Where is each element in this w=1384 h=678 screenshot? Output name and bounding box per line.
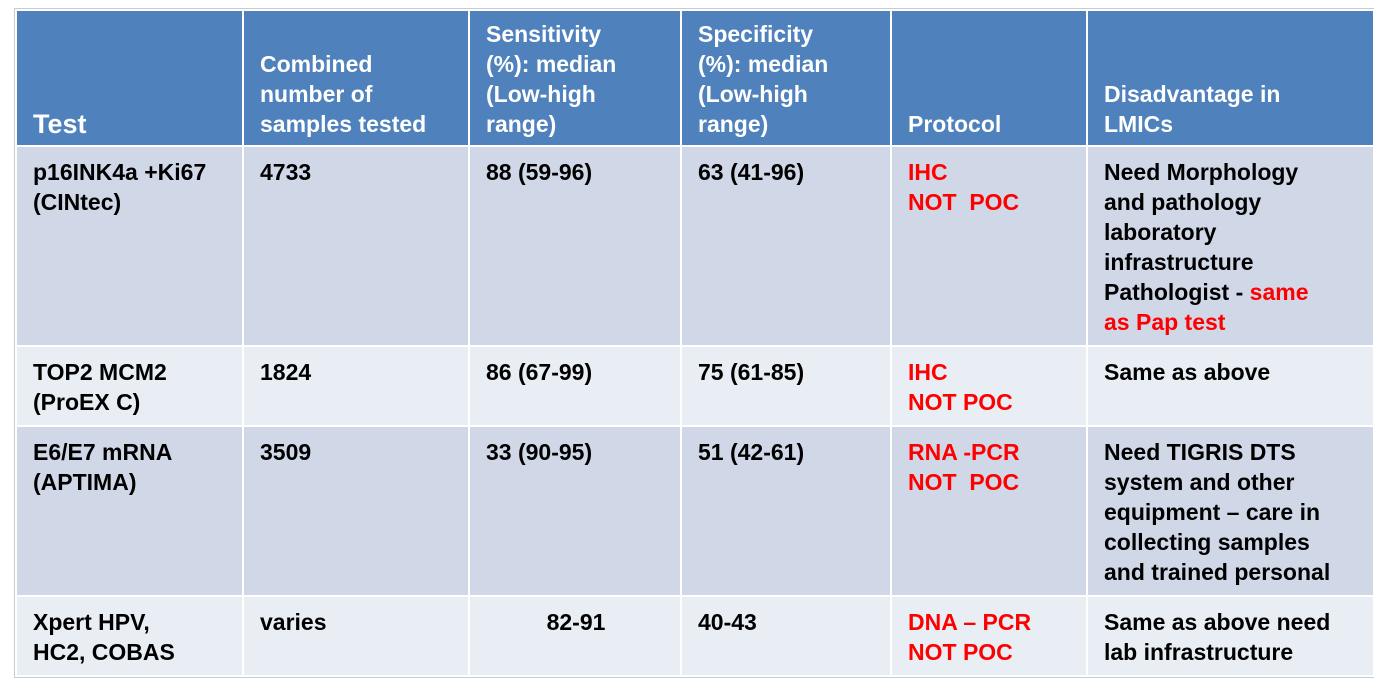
- test-name: Xpert HPV,: [33, 609, 150, 635]
- cell-samples: 4733: [242, 145, 470, 347]
- same-highlight: same: [1249, 279, 1309, 305]
- table-header-row: Test Combined number of samples tested S…: [15, 9, 1375, 147]
- cell-disadvantage: Same as above: [1086, 345, 1375, 427]
- disadvantage-line: laboratory: [1104, 219, 1217, 245]
- protocol-method: DNA – PCR: [908, 609, 1032, 635]
- protocol-method: IHC: [908, 159, 948, 185]
- disadvantage-line: system and other: [1104, 469, 1295, 495]
- disadvantage-line: infrastructure: [1104, 249, 1254, 275]
- protocol-poc-status: NOT POC: [908, 639, 1013, 665]
- header-disadvantage: Disadvantage in LMICs: [1086, 9, 1375, 147]
- table-row: E6/E7 mRNA (APTIMA) 3509 33 (90-95) 51 (…: [15, 425, 1375, 597]
- cell-protocol: DNA – PCR NOT POC: [890, 595, 1088, 677]
- header-protocol: Protocol: [890, 9, 1088, 147]
- cell-protocol: IHC NOT POC: [890, 345, 1088, 427]
- header-combined-samples: Combined number of samples tested: [242, 9, 470, 147]
- test-brand: (CINtec): [33, 189, 122, 215]
- table-row: Xpert HPV, HC2, COBAS varies 82-91 40-43…: [15, 595, 1375, 677]
- header-sensitivity-line: range): [486, 111, 557, 137]
- disadvantage-line: Same as above need: [1104, 609, 1331, 635]
- table-row: p16INK4a +Ki67 (CINtec) 4733 88 (59-96) …: [15, 145, 1375, 347]
- cell-test: TOP2 MCM2 (ProEX C): [15, 345, 244, 427]
- test-name: p16INK4a +Ki67: [33, 159, 207, 185]
- test-brand: (ProEX C): [33, 389, 141, 415]
- cell-specificity: 63 (41-96): [680, 145, 892, 347]
- disadvantage-line: and trained personal: [1104, 559, 1331, 585]
- cell-test: p16INK4a +Ki67 (CINtec): [15, 145, 244, 347]
- pathologist-label: Pathologist -: [1104, 279, 1250, 305]
- test-brand: HC2, COBAS: [33, 639, 175, 665]
- header-sensitivity-line: (Low-high: [486, 81, 596, 107]
- header-test-label: Test: [33, 109, 87, 139]
- protocol-poc-status: NOT POC: [908, 469, 1020, 495]
- test-name: E6/E7 mRNA: [33, 439, 173, 465]
- hpv-test-comparison-table: Test Combined number of samples tested S…: [15, 9, 1375, 677]
- cell-disadvantage: Need Morphology and pathology laboratory…: [1086, 145, 1375, 347]
- cell-protocol: IHC NOT POC: [890, 145, 1088, 347]
- cell-sensitivity: 82-91: [468, 595, 682, 677]
- disadvantage-line: Pathologist - same: [1104, 277, 1359, 307]
- header-protocol-label: Protocol: [908, 111, 1002, 137]
- disadvantage-line: Same as above: [1104, 359, 1271, 385]
- header-disadvantage-line: LMICs: [1104, 111, 1173, 137]
- header-sensitivity-line: Sensitivity: [486, 21, 602, 47]
- header-combined-line: samples tested: [260, 111, 427, 137]
- header-combined-line: Combined: [260, 51, 373, 77]
- cell-protocol: RNA -PCR NOT POC: [890, 425, 1088, 597]
- disadvantage-line: Need Morphology: [1104, 159, 1299, 185]
- cell-test: E6/E7 mRNA (APTIMA): [15, 425, 244, 597]
- protocol-method: RNA -PCR: [908, 439, 1020, 465]
- header-test: Test: [15, 9, 244, 147]
- cell-sensitivity: 33 (90-95): [468, 425, 682, 597]
- cell-specificity: 51 (42-61): [680, 425, 892, 597]
- cell-samples: 1824: [242, 345, 470, 427]
- cell-specificity: 40-43: [680, 595, 892, 677]
- cell-test: Xpert HPV, HC2, COBAS: [15, 595, 244, 677]
- header-specificity-line: (%): median: [698, 51, 829, 77]
- disadvantage-line: and pathology: [1104, 189, 1262, 215]
- header-specificity: Specificity (%): median (Low-high range): [680, 9, 892, 147]
- disadvantage-line: lab infrastructure: [1104, 639, 1294, 665]
- header-specificity-line: (Low-high: [698, 81, 808, 107]
- comparison-table-container: Test Combined number of samples tested S…: [14, 8, 1375, 678]
- test-brand: (APTIMA): [33, 469, 137, 495]
- disadvantage-line: collecting samples: [1104, 529, 1310, 555]
- header-combined-line: number of: [260, 81, 373, 107]
- protocol-poc-status: NOT POC: [908, 189, 1020, 215]
- pap-test-highlight: as Pap test: [1104, 309, 1226, 335]
- header-sensitivity-line: (%): median: [486, 51, 617, 77]
- cell-samples: varies: [242, 595, 470, 677]
- header-specificity-line: range): [698, 111, 769, 137]
- header-disadvantage-line: Disadvantage in: [1104, 81, 1281, 107]
- header-specificity-line: Specificity: [698, 21, 814, 47]
- cell-sensitivity: 86 (67-99): [468, 345, 682, 427]
- disadvantage-line: equipment – care in: [1104, 499, 1321, 525]
- table-row: TOP2 MCM2 (ProEX C) 1824 86 (67-99) 75 (…: [15, 345, 1375, 427]
- cell-sensitivity: 88 (59-96): [468, 145, 682, 347]
- cell-samples: 3509: [242, 425, 470, 597]
- protocol-poc-status: NOT POC: [908, 389, 1013, 415]
- cell-disadvantage: Need TIGRIS DTS system and other equipme…: [1086, 425, 1375, 597]
- disadvantage-line: Need TIGRIS DTS: [1104, 439, 1296, 465]
- cell-specificity: 75 (61-85): [680, 345, 892, 427]
- protocol-method: IHC: [908, 359, 948, 385]
- header-sensitivity: Sensitivity (%): median (Low-high range): [468, 9, 682, 147]
- test-name: TOP2 MCM2: [33, 359, 167, 385]
- cell-disadvantage: Same as above need lab infrastructure: [1086, 595, 1375, 677]
